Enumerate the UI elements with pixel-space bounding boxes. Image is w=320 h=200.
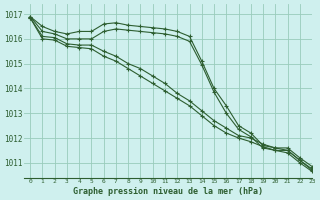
X-axis label: Graphe pression niveau de la mer (hPa): Graphe pression niveau de la mer (hPa) [73, 187, 263, 196]
